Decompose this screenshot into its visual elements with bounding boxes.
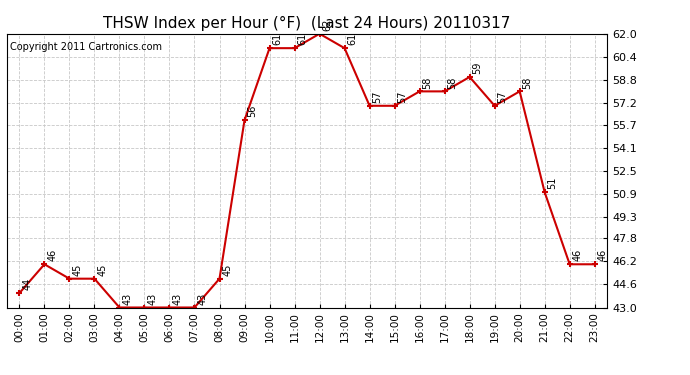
Text: 45: 45 — [72, 264, 82, 276]
Text: 46: 46 — [573, 249, 582, 261]
Text: 46: 46 — [47, 249, 57, 261]
Title: THSW Index per Hour (°F)  (Last 24 Hours) 20110317: THSW Index per Hour (°F) (Last 24 Hours)… — [104, 16, 511, 31]
Text: 43: 43 — [197, 292, 207, 305]
Text: 61: 61 — [347, 33, 357, 45]
Text: 43: 43 — [147, 292, 157, 305]
Text: 45: 45 — [222, 264, 233, 276]
Text: 59: 59 — [473, 62, 482, 74]
Text: 46: 46 — [598, 249, 607, 261]
Text: 61: 61 — [297, 33, 307, 45]
Text: 62: 62 — [322, 19, 333, 31]
Text: 44: 44 — [22, 278, 32, 290]
Text: 45: 45 — [97, 264, 107, 276]
Text: 51: 51 — [547, 177, 558, 189]
Text: 61: 61 — [273, 33, 282, 45]
Text: Copyright 2011 Cartronics.com: Copyright 2011 Cartronics.com — [10, 42, 162, 52]
Text: 57: 57 — [397, 90, 407, 103]
Text: 57: 57 — [373, 90, 382, 103]
Text: 58: 58 — [522, 76, 533, 88]
Text: 58: 58 — [447, 76, 457, 88]
Text: 57: 57 — [497, 90, 507, 103]
Text: 43: 43 — [172, 292, 182, 305]
Text: 43: 43 — [122, 292, 132, 305]
Text: 56: 56 — [247, 105, 257, 117]
Text: 58: 58 — [422, 76, 433, 88]
